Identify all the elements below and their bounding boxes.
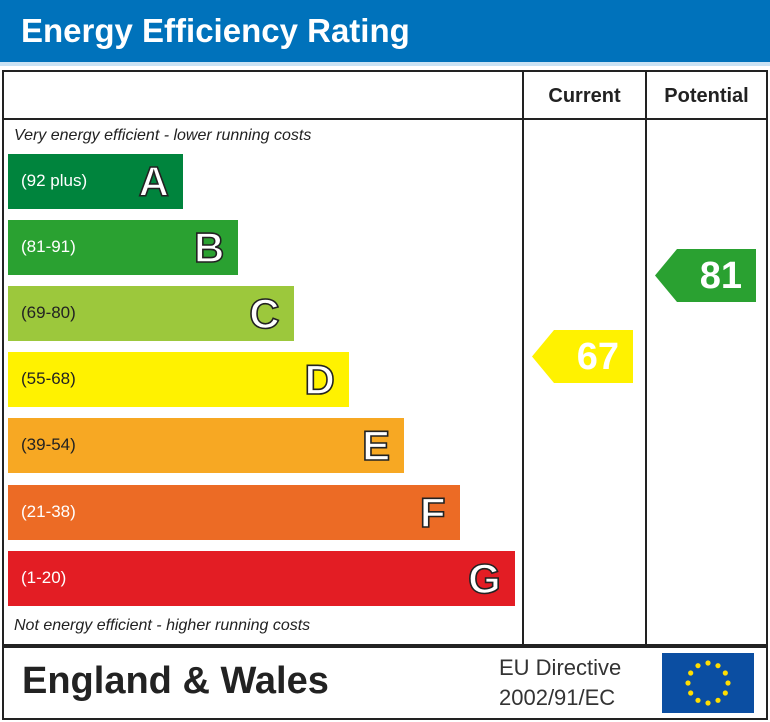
potential-rating-value: 81 bbox=[699, 255, 742, 297]
star bbox=[695, 697, 701, 703]
band-range: (69-80) bbox=[21, 303, 76, 322]
star bbox=[705, 660, 711, 666]
band-letter: G bbox=[467, 554, 501, 603]
band-b: (81-91) B bbox=[8, 220, 239, 275]
star bbox=[722, 670, 728, 676]
potential-header: Potential bbox=[664, 85, 749, 107]
band-f: (21-38) F bbox=[8, 485, 460, 540]
star bbox=[685, 680, 691, 686]
chart-title: Energy Efficiency Rating bbox=[21, 12, 410, 49]
star bbox=[722, 690, 728, 696]
band-range: (1-20) bbox=[21, 568, 67, 587]
directive-line1: EU Directive bbox=[499, 655, 622, 680]
band-g: (1-20) G bbox=[8, 551, 515, 606]
band-letter: A bbox=[138, 157, 170, 206]
star bbox=[688, 670, 694, 676]
current-rating-arrow: 67 bbox=[532, 330, 633, 383]
star bbox=[725, 680, 731, 686]
arrow-shape bbox=[655, 249, 756, 302]
directive-line2: 2002/91/EC bbox=[499, 685, 616, 710]
star bbox=[695, 663, 701, 669]
eu-flag-icon bbox=[662, 653, 754, 713]
top-note: Very energy efficient - lower running co… bbox=[14, 127, 312, 144]
band-letter: C bbox=[248, 289, 280, 338]
band-range: (39-54) bbox=[21, 435, 76, 454]
band-range: (81-91) bbox=[21, 237, 76, 256]
star bbox=[688, 690, 694, 696]
band-letter: E bbox=[361, 421, 391, 470]
header-divider bbox=[4, 118, 766, 120]
band-range: (21-38) bbox=[21, 502, 76, 521]
star bbox=[715, 697, 721, 703]
star bbox=[705, 700, 711, 706]
band-letter: B bbox=[193, 223, 225, 272]
current-header: Current bbox=[548, 85, 621, 107]
potential-rating-arrow: 81 bbox=[655, 249, 756, 302]
band-range: (55-68) bbox=[21, 369, 76, 388]
region-label: England & Wales bbox=[22, 660, 329, 702]
column-divider bbox=[645, 72, 647, 644]
arrow-shape bbox=[532, 330, 633, 383]
band-letter: F bbox=[419, 488, 446, 537]
column-divider bbox=[522, 72, 524, 644]
band-c: (69-80) C bbox=[8, 286, 294, 341]
current-rating-value: 67 bbox=[576, 336, 619, 378]
rating-table: Current Potential Very energy efficient … bbox=[2, 70, 768, 646]
band-e: (39-54) E bbox=[8, 418, 405, 473]
footer: England & Wales EU Directive 2002/91/EC bbox=[2, 646, 768, 720]
bottom-note: Not energy efficient - higher running co… bbox=[14, 617, 311, 634]
title-bar: Energy Efficiency Rating bbox=[0, 0, 770, 66]
eu-directive: EU Directive 2002/91/EC bbox=[499, 653, 621, 713]
band-letter: D bbox=[304, 355, 336, 404]
band-a: (92 plus) A bbox=[8, 154, 183, 209]
star bbox=[715, 663, 721, 669]
band-range: (92 plus) bbox=[21, 171, 88, 190]
band-d: (55-68) D bbox=[8, 352, 349, 407]
